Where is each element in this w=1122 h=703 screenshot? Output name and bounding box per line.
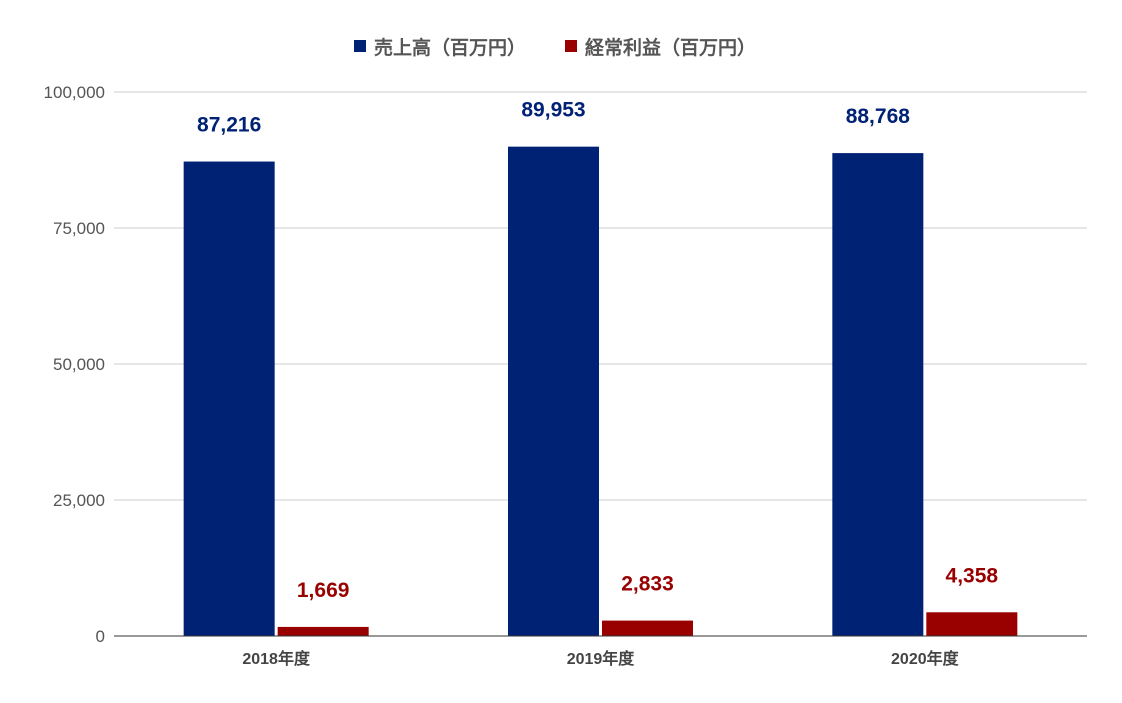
legend-label-sales: 売上高（百万円）	[374, 36, 526, 59]
y-tick-label: 50,000	[53, 355, 105, 374]
grid-lines	[114, 91, 1087, 501]
data-label: 4,358	[946, 564, 999, 587]
x-category-label: 2020年度	[891, 649, 960, 668]
legend-label-profit: 経常利益（百万円）	[585, 36, 756, 59]
data-label: 1,669	[297, 579, 350, 602]
legend: 売上高（百万円） 経常利益（百万円）	[354, 36, 756, 59]
y-tick-label: 100,000	[44, 83, 105, 102]
x-axis-categories: 2018年度 2019年度 2020年度	[242, 649, 959, 668]
legend-swatch-sales	[354, 40, 366, 52]
x-category-label: 2019年度	[567, 649, 636, 668]
bar	[926, 612, 1018, 636]
bar	[602, 620, 693, 636]
y-tick-label: 75,000	[53, 219, 105, 238]
data-label: 88,768	[846, 105, 911, 128]
y-axis-ticks: 0 25,000 50,000 75,000 100,000	[44, 83, 105, 646]
legend-swatch-profit	[565, 40, 577, 52]
data-label: 89,953	[521, 99, 585, 122]
y-tick-label: 25,000	[53, 491, 105, 510]
bar	[832, 153, 924, 636]
y-tick-label: 0	[96, 627, 105, 646]
data-label: 2,833	[621, 573, 674, 596]
bar	[183, 161, 275, 636]
data-label: 87,216	[197, 114, 261, 137]
bars	[183, 146, 1018, 636]
bar	[508, 146, 599, 636]
legend-item-profit: 経常利益（百万円）	[565, 36, 756, 59]
x-category-label: 2018年度	[242, 649, 311, 668]
legend-item-sales: 売上高（百万円）	[354, 36, 526, 59]
bar	[277, 626, 369, 636]
data-labels: 87,216 1,669 89,953 2,833 88,768 4,358	[197, 99, 998, 602]
